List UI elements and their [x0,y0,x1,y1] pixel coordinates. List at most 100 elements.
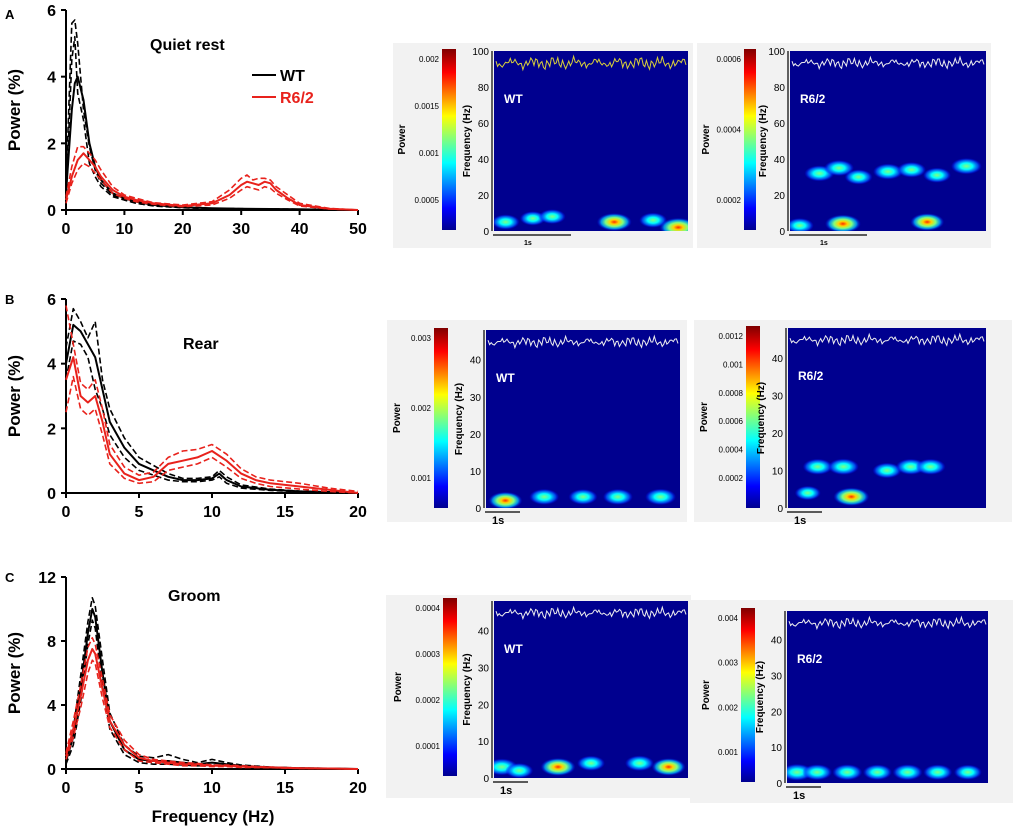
spectrogram-genotype-label: R6/2 [797,652,823,666]
colorbar-tick-label: 0.002 [419,55,440,64]
y-tick-label: 0 [47,203,56,220]
spectrogram-y-tick-label: 20 [470,430,482,441]
spectrogram-y-tick-label: 40 [478,627,490,638]
spectrogram-y-tick-label: 40 [771,636,783,647]
spectrogram-y-tick-label: 60 [774,119,786,130]
spectrogram-y-tick-label: 0 [475,504,481,515]
colorbar-tick-label: 0.001 [718,748,739,757]
spectrogram-plot [788,328,986,508]
colorbar-tick-label: 0.0012 [719,332,744,341]
spectrogram-plot [486,330,680,508]
spectrogram-blob [910,213,945,231]
spectrogram-blob [832,764,863,781]
eeg-trace [789,332,985,348]
spectrogram-blobs [787,615,987,781]
spectrogram-blob [494,214,520,230]
spectrogram-blobs [494,54,688,231]
spectrogram-y-tick-label: 20 [478,700,490,711]
spectrogram-y-tick-label: 0 [777,504,783,515]
series-line-r62-mean [65,356,359,494]
spectrogram-y-tick-label: 100 [472,47,489,58]
spectrogram-y-tick-label: 10 [478,737,490,748]
spectrogram-blobs [790,55,985,231]
spectrogram-blob [844,169,873,185]
spectrogram-a-wt: 0.002 0.0015 0.001 0.0005 Power 100 80 60 40 20 0 F… [393,43,693,248]
spectrogram-y-tick-label: 0 [779,227,785,238]
spectrogram-blob [659,217,688,231]
spectrogram-blob [568,489,598,505]
spectrogram-blob [651,758,686,776]
eeg-trace [791,55,985,71]
spectrogram-a-r62: 0.0006 0.0004 0.0002 Power 100 80 60 40 20 0 Frequ… [697,43,991,248]
x-tick-label: 20 [349,780,367,797]
spectrogram-blob [794,485,821,501]
spectrogram-blob [824,214,861,231]
colorbar [746,326,760,508]
spectrogram-y-tick-label: 40 [470,356,482,367]
spectrogram-y-tick-label: 30 [771,672,783,683]
x-tick-label: 40 [291,221,309,238]
colorbar-tick-label: 0.0006 [719,417,744,426]
y-axis-label: Power (%) [5,632,24,714]
spectrogram-blob [872,462,902,479]
line-chart-groom: 0 5 10 15 20 0 4 8 12 Power (%) Groom [5,570,367,797]
spectrogram-blob [790,218,814,231]
colorbar-tick-label: 0.0002 [719,474,744,483]
colorbar-label: Power [701,124,712,154]
colorbar-tick-label: 0.002 [718,703,739,712]
colorbar-tick-label: 0.0004 [717,126,742,135]
colorbar-tick-label: 0.001 [419,149,440,158]
panel-letter-a: A [5,7,15,22]
scalebar-label: 1s [794,515,806,527]
spectrogram-genotype-label: R6/2 [798,369,824,383]
spectrogram-blob [923,764,953,781]
colorbar-tick-label: 0.0004 [719,446,744,455]
series-line-r62-sem [65,636,359,770]
spectrogram-blob [873,163,903,180]
spectrogram-blobs [494,605,687,778]
spectrogram-y-tick-label: 20 [772,429,784,440]
spectrogram-blob [833,487,870,506]
spectrogram-blob [625,755,654,772]
spectrogram-blob [950,158,982,175]
x-tick-label: 5 [135,504,144,521]
y-tick-label: 6 [47,3,56,20]
spectrogram-c-r62: 0.004 0.003 0.002 0.001 Power 40 30 20 10 0 Freque… [690,600,1013,803]
series-line-wt-mean [65,608,359,770]
spectrogram-y-tick-label: 40 [478,155,490,166]
spectrogram-y-tick-label: 30 [478,663,490,674]
spectrogram-y-tick-label: 10 [772,467,784,478]
series-line-r62-sem [65,305,359,493]
x-tick-label: 15 [276,504,294,521]
scalebar-label: 1s [492,515,504,527]
y-axis-label: Power (%) [5,69,24,151]
spectrogram-blobs [487,334,679,508]
series-line-r62-sem [65,145,359,211]
spectrogram-y-tick-label: 40 [774,155,786,166]
series-line-r62-mean [65,152,359,211]
y-tick-label: 4 [47,698,56,715]
colorbar-tick-label: 0.0008 [719,389,744,398]
colorbar-tick-label: 0.0002 [416,696,441,705]
x-tick-label: 50 [349,221,367,238]
spectrogram-y-label: Frequency (Hz) [462,653,473,725]
spectrogram-y-tick-label: 40 [772,354,784,365]
colorbar [442,49,456,230]
spectrogram-blob [953,764,982,780]
spectrogram-y-tick-label: 30 [772,392,784,403]
x-tick-label: 20 [174,221,192,238]
colorbar-label: Power [392,403,403,433]
spectrogram-blob [540,757,576,776]
spectrogram-blob [915,458,946,475]
spectrogram-y-tick-label: 80 [478,83,490,94]
x-tick-label: 0 [62,780,71,797]
colorbar-label: Power [699,402,710,432]
panel-letter-b: B [5,292,14,307]
spectrogram-y-label: Frequency (Hz) [756,382,767,454]
colorbar-tick-label: 0.001 [723,360,744,369]
chart-title: Rear [183,336,219,353]
panel-letter-c: C [5,570,15,585]
spectrogram-y-label: Frequency (Hz) [755,661,766,733]
x-tick-label: 0 [62,221,71,238]
scalebar-label: 1s [524,240,532,247]
